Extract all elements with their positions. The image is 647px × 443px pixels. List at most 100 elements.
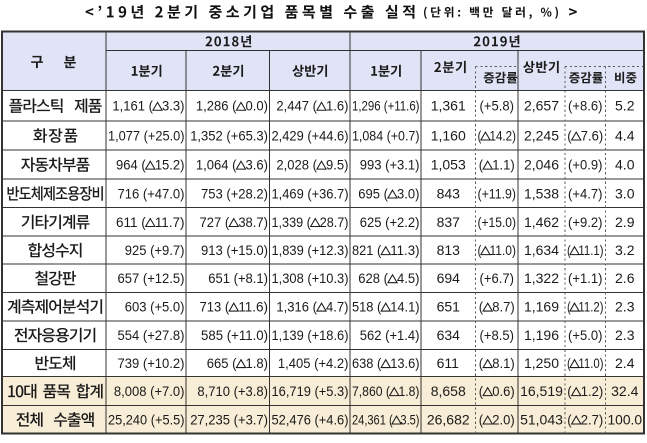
- svg-text:1,322: 1,322: [524, 270, 559, 286]
- svg-text:14.1): 14.1): [390, 298, 419, 314]
- svg-text:727 (: 727 (: [200, 214, 230, 230]
- svg-text:(: (: [478, 127, 482, 143]
- svg-text:3.2: 3.2: [615, 242, 635, 258]
- svg-text:611: 611: [437, 355, 460, 371]
- svg-text:(: (: [479, 157, 484, 173]
- svg-text:(: (: [567, 298, 571, 314]
- svg-text:0.6): 0.6): [492, 383, 514, 399]
- svg-text:638 (: 638 (: [352, 355, 382, 371]
- svg-text:821 (: 821 (: [352, 242, 382, 258]
- svg-text:5.2: 5.2: [615, 98, 635, 114]
- svg-text:15.2): 15.2): [155, 157, 185, 173]
- svg-text:(+4.7): (+4.7): [568, 185, 602, 201]
- svg-text:(+8.6): (+8.6): [568, 98, 602, 114]
- svg-text:1,634: 1,634: [524, 242, 559, 258]
- svg-text:2,657: 2,657: [524, 98, 559, 114]
- svg-text:2.9: 2.9: [615, 214, 635, 230]
- svg-text:2,245: 2,245: [524, 127, 559, 143]
- svg-text:665 (: 665 (: [207, 355, 237, 371]
- svg-text:1,462: 1,462: [524, 214, 559, 230]
- svg-text:(+1.1): (+1.1): [568, 270, 602, 286]
- svg-text:739 (+10.2): 739 (+10.2): [118, 355, 185, 371]
- svg-text:(: (: [479, 355, 484, 371]
- svg-text:3.3): 3.3): [162, 98, 184, 114]
- svg-text:38.7): 38.7): [238, 214, 268, 230]
- svg-text:8,658: 8,658: [431, 383, 466, 399]
- svg-text:7,860 (: 7,860 (: [352, 383, 390, 399]
- svg-text:1,469 (+36.7): 1,469 (+36.7): [272, 185, 349, 201]
- svg-text:813: 813: [437, 242, 461, 258]
- svg-text:837: 837: [437, 214, 461, 230]
- svg-text:634: 634: [437, 327, 461, 343]
- svg-text:11.0): 11.0): [490, 242, 516, 258]
- svg-text:2.6: 2.6: [615, 270, 635, 286]
- svg-text:1,161 (: 1,161 (: [112, 98, 153, 114]
- svg-text:32.4: 32.4: [611, 383, 638, 399]
- svg-text:11.7): 11.7): [155, 214, 185, 230]
- svg-text:2,429 (+44.6): 2,429 (+44.6): [272, 127, 349, 143]
- svg-text:2.3: 2.3: [615, 327, 635, 343]
- svg-text:(: (: [567, 383, 572, 399]
- svg-text:13.6): 13.6): [390, 355, 419, 371]
- svg-text:8,008 (+7.0): 8,008 (+7.0): [114, 383, 185, 399]
- svg-text:(: (: [567, 127, 572, 143]
- svg-text:843: 843: [437, 185, 461, 201]
- svg-text:611 (: 611 (: [116, 214, 146, 230]
- svg-text:8.1): 8.1): [492, 355, 514, 371]
- svg-text:11.0): 11.0): [578, 355, 603, 371]
- svg-text:(: (: [567, 355, 571, 371]
- svg-text:14.2): 14.2): [490, 127, 516, 143]
- svg-text:2,028 (: 2,028 (: [276, 157, 317, 173]
- svg-text:603 (+5.0): 603 (+5.0): [125, 298, 185, 314]
- svg-text:2.4: 2.4: [615, 355, 635, 371]
- svg-text:1.6): 1.6): [326, 98, 348, 114]
- svg-text:11.1): 11.1): [578, 242, 603, 258]
- svg-text:554 (+27.8): 554 (+27.8): [118, 327, 185, 343]
- svg-text:2,046: 2,046: [524, 157, 559, 173]
- svg-text:24,361 (: 24,361 (: [352, 411, 393, 427]
- svg-text:100.0: 100.0: [608, 411, 643, 427]
- svg-text:4.4: 4.4: [615, 127, 635, 143]
- svg-text:518 (: 518 (: [352, 298, 382, 314]
- svg-text:(+6.7): (+6.7): [480, 270, 514, 286]
- svg-text:27,235 (+3.7): 27,235 (+3.7): [190, 411, 268, 427]
- svg-text:(: (: [478, 242, 482, 258]
- svg-text:651: 651: [437, 298, 461, 314]
- svg-text:1,316 (: 1,316 (: [276, 298, 317, 314]
- svg-text:1.2): 1.2): [581, 383, 603, 399]
- svg-text:11.3): 11.3): [390, 242, 419, 258]
- svg-text:2.3: 2.3: [615, 298, 635, 314]
- svg-text:(+8.5): (+8.5): [480, 327, 514, 343]
- svg-text:964 (: 964 (: [116, 157, 146, 173]
- svg-text:1,077 (+25.0): 1,077 (+25.0): [108, 127, 185, 143]
- svg-text:0.0): 0.0): [246, 98, 268, 114]
- svg-text:(: (: [479, 298, 484, 314]
- svg-text:1,084 (+0.7): 1,084 (+0.7): [352, 127, 420, 143]
- svg-text:1,308 (+10.3): 1,308 (+10.3): [272, 270, 349, 286]
- svg-text:28.7): 28.7): [320, 214, 349, 230]
- svg-text:26,682: 26,682: [427, 411, 470, 427]
- svg-text:993 (+3.1): 993 (+3.1): [360, 157, 420, 173]
- svg-text:625 (+2.2): 625 (+2.2): [360, 214, 420, 230]
- svg-text:694: 694: [437, 270, 461, 286]
- svg-text:1,250: 1,250: [524, 355, 559, 371]
- svg-text:657 (+12.5): 657 (+12.5): [118, 270, 185, 286]
- svg-text:51,043: 51,043: [520, 411, 563, 427]
- svg-text:16,719 (+5.3): 16,719 (+5.3): [272, 383, 349, 399]
- svg-text:16,519: 16,519: [520, 383, 563, 399]
- svg-text:1,139 (+18.6): 1,139 (+18.6): [272, 327, 349, 343]
- svg-text:1.8): 1.8): [398, 383, 419, 399]
- svg-text:1,064 (: 1,064 (: [196, 157, 237, 173]
- svg-text:713 (: 713 (: [200, 298, 230, 314]
- svg-text:1,286 (: 1,286 (: [196, 98, 237, 114]
- svg-text:1,352 (+65.3): 1,352 (+65.3): [190, 127, 268, 143]
- svg-text:1,296 (+11.6): 1,296 (+11.6): [352, 98, 420, 114]
- svg-text:(: (: [479, 411, 484, 427]
- svg-text:585 (+11.0): 585 (+11.0): [201, 327, 268, 343]
- svg-text:25,240 (+5.5): 25,240 (+5.5): [108, 411, 185, 427]
- svg-text:1.8): 1.8): [246, 355, 268, 371]
- svg-text:11.6): 11.6): [238, 298, 268, 314]
- svg-text:628 (: 628 (: [358, 270, 388, 286]
- svg-text:925 (+9.7): 925 (+9.7): [125, 242, 185, 258]
- svg-text:(: (: [567, 242, 571, 258]
